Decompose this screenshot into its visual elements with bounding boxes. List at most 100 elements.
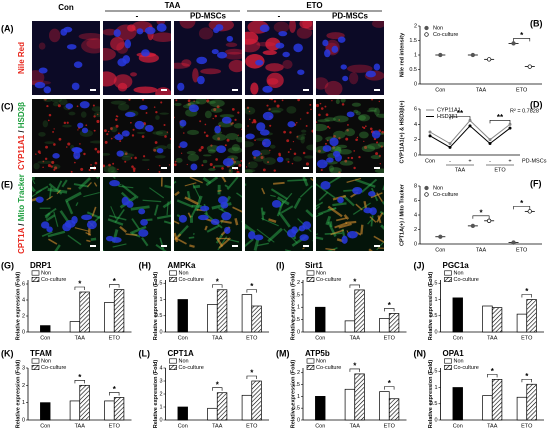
red-speckle	[131, 165, 134, 168]
green-stain	[368, 107, 377, 111]
nucleus	[136, 28, 144, 35]
panel-label: (F)	[530, 178, 542, 188]
bar	[40, 402, 51, 421]
red-speckle	[93, 129, 96, 132]
column-subheader: -	[278, 12, 281, 21]
red-speckle	[281, 99, 284, 102]
y-tick-label: 2	[297, 370, 300, 376]
red-speckle	[199, 120, 202, 123]
nucleus	[111, 237, 122, 243]
cpt1a-fiber	[125, 233, 138, 236]
y-tick-label: 0	[434, 329, 437, 335]
cpt1a-fiber	[217, 189, 222, 192]
nucleus	[224, 226, 231, 234]
green-stain	[270, 110, 282, 114]
mito-fiber	[35, 185, 49, 194]
nucleus	[121, 130, 130, 137]
mito-fiber	[245, 223, 256, 234]
dot	[511, 41, 516, 46]
green-stain	[110, 126, 118, 133]
red-speckle	[131, 134, 135, 137]
significance-label: *	[525, 372, 529, 381]
lipid-stain	[86, 38, 100, 49]
red-speckle	[154, 141, 158, 144]
red-speckle	[320, 107, 324, 110]
nucleus	[291, 226, 298, 234]
x-tick-label: TAA	[75, 423, 86, 429]
significance-label: *	[78, 373, 82, 382]
bar	[491, 379, 503, 421]
cpt1a-fiber	[325, 247, 336, 251]
bar	[177, 406, 188, 421]
green-stain	[89, 140, 100, 144]
chart-title: CPT1A	[168, 349, 194, 358]
green-stain	[232, 160, 242, 165]
red-speckle	[310, 108, 312, 111]
green-stain	[52, 102, 60, 107]
red-speckle	[237, 111, 240, 114]
x-row-label: PD-MSCs	[522, 158, 547, 164]
nucleus	[197, 75, 205, 85]
green-stain	[80, 111, 87, 118]
mito-fiber	[278, 211, 291, 228]
column-header: Con	[58, 3, 74, 12]
y-tick-label: 1	[159, 297, 162, 303]
red-speckle	[80, 167, 84, 171]
nucleus	[363, 207, 373, 214]
significance-label: *	[491, 367, 495, 376]
significance-bracket	[489, 120, 511, 124]
green-stain	[186, 150, 196, 155]
red-speckle	[325, 142, 327, 145]
y-tick-label: 6	[414, 106, 417, 112]
red-speckle	[187, 99, 191, 103]
green-stain	[340, 99, 346, 103]
cpt1a-fiber	[184, 182, 197, 187]
y-tick-label: 0.5	[292, 317, 300, 323]
red-speckle	[205, 134, 209, 138]
x-tick-label: ETO	[521, 335, 533, 341]
micrograph	[174, 99, 242, 173]
mito-fiber	[202, 177, 212, 185]
significance-label: **	[497, 113, 504, 122]
red-speckle	[201, 164, 204, 167]
nucleus	[293, 43, 303, 53]
mito-fiber	[32, 177, 36, 185]
nucleus	[190, 163, 198, 171]
green-stain	[212, 133, 227, 141]
red-speckle	[186, 163, 188, 166]
y-tick-label: 0.5	[292, 406, 300, 412]
red-speckle	[58, 137, 62, 141]
significance-label: *	[353, 278, 357, 287]
nucleus	[256, 122, 266, 132]
legend-label: Non	[316, 358, 326, 364]
red-speckle	[198, 148, 202, 152]
bar	[315, 306, 326, 333]
lipid-stain	[228, 59, 242, 73]
nucleus	[248, 231, 256, 240]
mito-fiber	[260, 207, 265, 221]
red-speckle	[347, 124, 349, 126]
cpt1a-fiber	[174, 236, 187, 245]
green-stain	[91, 106, 100, 112]
x-tick-label: TAA	[75, 335, 86, 341]
green-stain	[333, 130, 346, 139]
x-tick-label: TAA	[212, 335, 223, 341]
lipid-stain	[347, 64, 373, 73]
red-speckle	[371, 99, 374, 101]
bar	[69, 400, 81, 421]
nucleus	[322, 39, 329, 47]
nucleus	[124, 111, 136, 118]
significance-label: *	[520, 199, 524, 208]
chart-title: DRP1	[30, 261, 52, 270]
nucleus	[217, 196, 228, 205]
red-speckle	[324, 105, 327, 108]
red-speckle	[305, 162, 310, 166]
nucleus	[177, 82, 185, 91]
cpt1a-fiber	[93, 182, 98, 187]
red-speckle	[209, 162, 213, 166]
nucleus	[178, 214, 187, 223]
y-tick-label: 1.5	[292, 292, 300, 298]
nucleus	[324, 49, 331, 58]
x-tick-label: Con	[40, 423, 50, 429]
nucleus	[188, 104, 199, 113]
